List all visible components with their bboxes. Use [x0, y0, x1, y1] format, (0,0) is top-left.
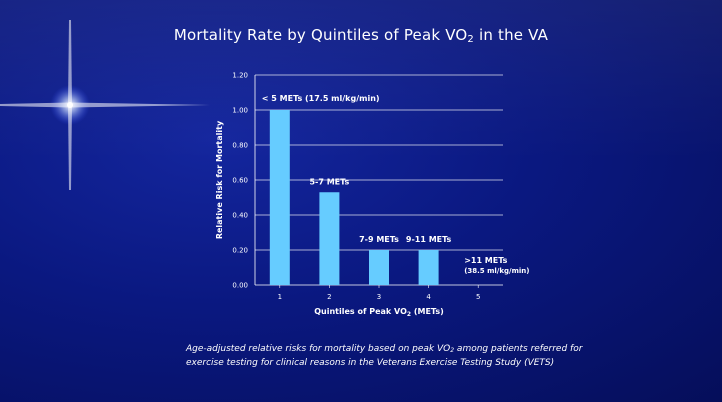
- x-axis-title: Quintiles of Peak VO2 (METs): [314, 307, 444, 318]
- x-axis-title-suffix: (METs): [411, 307, 444, 316]
- bar-label: < 5 METs (17.5 ml/kg/min): [262, 94, 380, 103]
- y-tick-label: 0.00: [232, 282, 248, 290]
- x-tick-label: 2: [327, 293, 331, 301]
- y-tick-label: 0.60: [232, 177, 248, 185]
- y-axis-title: Relative Risk for Mortality: [215, 120, 224, 239]
- y-tick-label: 0.80: [232, 142, 248, 150]
- x-axis-title-sub: 2: [407, 311, 411, 318]
- x-tick-label: 4: [426, 293, 431, 301]
- bar-label: 9-11 METs: [406, 235, 452, 244]
- bar: [319, 192, 340, 285]
- x-tick-label: 1: [278, 293, 282, 301]
- bar-label: 7-9 METs: [359, 235, 399, 244]
- bar: [418, 250, 439, 285]
- y-tick-label: 0.20: [232, 247, 248, 255]
- y-tick-label: 0.40: [232, 212, 248, 220]
- bar-label: 5-7 METs: [309, 177, 349, 186]
- y-tick-label: 1.00: [232, 107, 248, 115]
- bar-sublabel: (38.5 ml/kg/min): [464, 267, 529, 275]
- bar-label: >11 METs: [464, 256, 507, 265]
- y-tick-label: 1.20: [232, 72, 248, 80]
- caption: Age-adjusted relative risks for mortalit…: [186, 344, 583, 368]
- bar: [269, 110, 290, 285]
- x-tick-label: 5: [476, 293, 480, 301]
- x-tick-label: 3: [377, 293, 381, 301]
- bar: [369, 250, 389, 285]
- x-axis-title-main: Quintiles of Peak VO: [314, 307, 407, 316]
- chart-title: Mortality Rate by Quintiles of Peak VO2 …: [173, 26, 549, 45]
